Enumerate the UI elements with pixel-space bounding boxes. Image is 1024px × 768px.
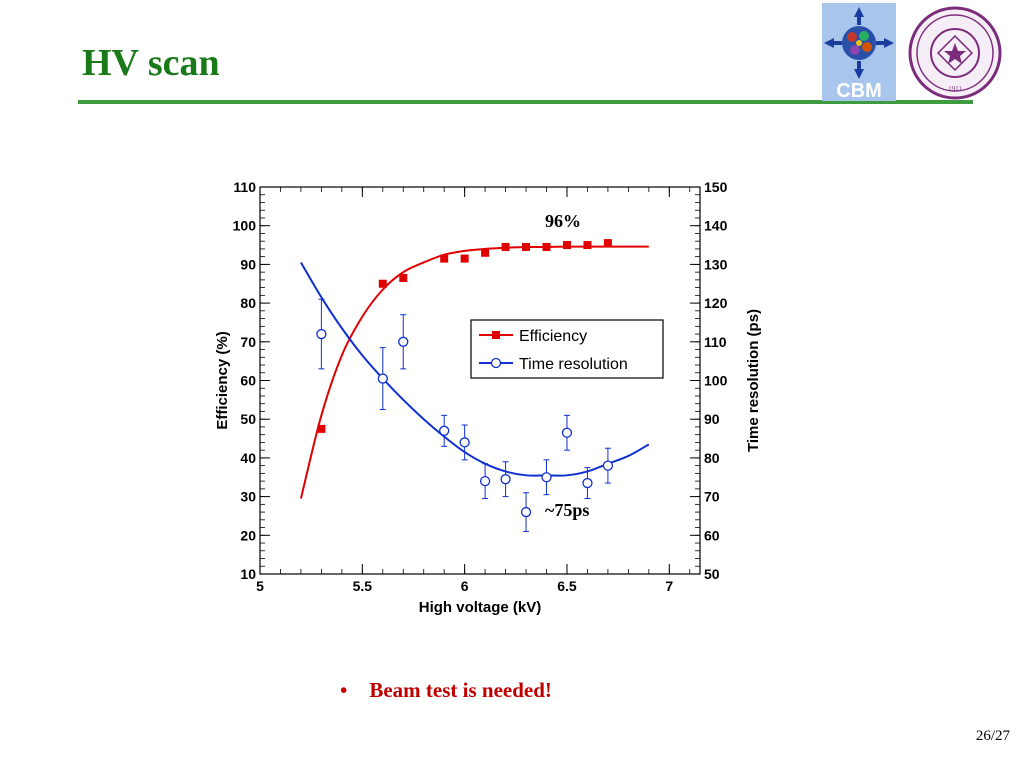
time-resolution-point xyxy=(541,472,552,483)
time-resolution-annotation: ~75ps xyxy=(545,500,589,520)
efficiency-point xyxy=(603,239,612,248)
efficiency-point xyxy=(399,273,408,282)
x-tick-label: 5 xyxy=(256,578,264,594)
efficiency-point xyxy=(562,241,571,250)
y-tick-label: 90 xyxy=(240,256,256,272)
time-resolution-point xyxy=(479,475,491,487)
x-tick-label: 6.5 xyxy=(557,578,577,594)
efficiency-point xyxy=(583,241,592,250)
data-points-layer xyxy=(316,239,614,532)
page-number: 26/27 xyxy=(975,728,1010,744)
y-tick-label: 100 xyxy=(233,218,257,234)
hv-scan-chart: 5 5.5 6 6.5 7 10 20 30 40 50 60 70 80 90 100 110 50 60 70 8… xyxy=(214,179,762,616)
legend-marker-circle xyxy=(490,357,502,369)
legend-label: Time resolution xyxy=(519,356,628,373)
y-tick-label: 50 xyxy=(240,411,256,427)
efficiency-point xyxy=(481,248,490,257)
y-axis-label: Efficiency (%) xyxy=(214,331,231,429)
y2-tick-label: 100 xyxy=(704,373,728,389)
time-resolution-point xyxy=(520,506,532,518)
time-resolution-point xyxy=(561,427,573,438)
y-tick-label: 20 xyxy=(240,527,256,543)
efficiency-annotation: 96% xyxy=(545,211,581,231)
y-tick-label: 60 xyxy=(240,373,256,389)
cbm-logo-text: CBM xyxy=(836,80,882,101)
cbm-logo: CBM xyxy=(822,3,896,101)
title-divider xyxy=(78,100,973,104)
bullet-text: Beam test is needed! xyxy=(369,678,552,702)
efficiency-point xyxy=(522,242,531,251)
bullet-item: • Beam test is needed! xyxy=(340,678,552,703)
bullet-marker: • xyxy=(340,678,348,702)
y-tick-label: 110 xyxy=(233,179,256,195)
x-tick-label: 7 xyxy=(665,578,673,594)
legend-marker-square xyxy=(492,331,500,339)
y2-tick-label: 90 xyxy=(704,411,720,427)
time-resolution-point xyxy=(316,328,327,340)
efficiency-point xyxy=(317,424,326,433)
plot-frame xyxy=(259,186,701,575)
time-resolution-point xyxy=(582,477,593,489)
legend-label: Efficiency xyxy=(519,328,587,345)
efficiency-point xyxy=(460,254,469,263)
x-tick-label: 6 xyxy=(461,578,469,594)
legend-box xyxy=(470,319,664,379)
time-resolution-point xyxy=(459,437,470,448)
y-tick-label: 30 xyxy=(240,489,256,505)
time-resolution-point xyxy=(377,373,388,384)
x-axis-label: High voltage (kV) xyxy=(419,599,542,616)
y2-tick-label: 80 xyxy=(704,450,720,466)
y-tick-label: 70 xyxy=(240,334,256,350)
y2-tick-label: 60 xyxy=(704,527,720,543)
time-resolution-point xyxy=(398,336,409,347)
efficiency-point xyxy=(501,242,510,251)
efficiency-point xyxy=(542,242,551,251)
y2-tick-label: 140 xyxy=(704,218,728,234)
y2-axis-label: Time resolution (ps) xyxy=(745,309,762,452)
y2-tick-label: 110 xyxy=(704,334,727,350)
plot-frame-layer xyxy=(259,186,701,575)
y2-tick-label: 150 xyxy=(704,179,728,195)
y2-tick-label: 70 xyxy=(704,489,720,505)
axis-ticks-layer: 5 5.5 6 6.5 7 10 20 30 40 50 60 70 80 90 100 110 50 60 70 8… xyxy=(233,179,728,594)
time-resolution-point xyxy=(602,460,614,471)
time-resolution-point xyxy=(500,474,511,485)
y-tick-label: 40 xyxy=(240,450,256,466)
slide-title: HV scan xyxy=(82,42,220,84)
x-tick-label: 5.5 xyxy=(353,578,373,594)
chart-legend: Efficiency Time resolution xyxy=(470,319,664,379)
time-resolution-point xyxy=(439,425,450,436)
y2-tick-label: 120 xyxy=(704,295,728,311)
y-tick-label: 80 xyxy=(240,295,256,311)
time-resolution-fit-curve xyxy=(300,261,650,477)
efficiency-point xyxy=(378,279,387,288)
y2-tick-label: 50 xyxy=(704,566,720,582)
tsinghua-seal-logo: 1911 xyxy=(908,6,1002,100)
seal-year: 1911 xyxy=(948,85,962,93)
y-tick-label: 10 xyxy=(240,566,256,582)
y2-tick-label: 130 xyxy=(704,256,728,272)
efficiency-point xyxy=(440,254,449,263)
